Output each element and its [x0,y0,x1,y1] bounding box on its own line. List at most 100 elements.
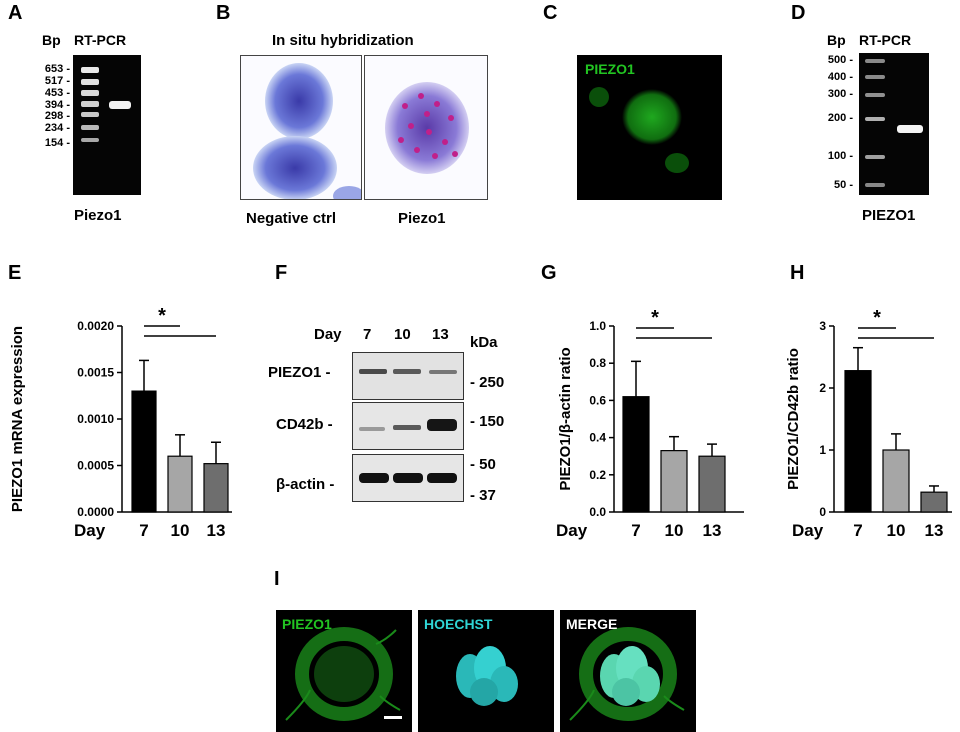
gel-d-ladder-label: 300 - [827,88,853,100]
y-tick-label: 0.0 [589,505,606,519]
gel-a-ladder-label: 453 - [44,87,70,99]
gel-a-ladder-label: 234 - [44,122,70,134]
bar [698,455,726,513]
gel-a-ladder-label: 394 - [44,99,70,111]
x-tick-label: 10 [171,521,190,540]
x-axis-label: Day [556,521,588,540]
y-tick-label: 3 [819,319,826,333]
gel-image-a [73,55,141,195]
confocal-merge-image [560,610,696,732]
bar-chart-h: 0 1 2 3 PIEZO1/CD42b ratio 7 10 13 Day * [785,307,952,540]
gel-bands-a [81,67,131,142]
y-tick-label: 1 [819,443,826,457]
blot-marker-37: - 37 [470,487,496,504]
confocal-image-c [577,55,722,200]
gel-a-ladder-label: 298 - [44,110,70,122]
x-axis-label: Day [792,521,824,540]
method-label-a: RT-PCR [74,32,127,48]
significance-star: * [873,307,881,329]
x-tick-label: 13 [703,521,722,540]
blot-day-13: 13 [432,326,449,343]
y-tick-label: 0.0020 [77,319,114,333]
y-tick-label: 0.4 [589,431,606,445]
x-tick-label: 13 [207,521,226,540]
panel-label-e: E [8,262,22,284]
x-tick-label: 10 [665,521,684,540]
y-tick-label: 0.0000 [77,505,114,519]
y-axis-label: PIEZO1/CD42b ratio [785,348,802,490]
y-tick-label: 0.0005 [77,459,114,473]
bar [844,370,872,513]
gel-d-ladder-label: 200 - [827,112,853,124]
x-tick-label: 13 [925,521,944,540]
bar [131,390,157,513]
y-tick-label: 0 [819,505,826,519]
blot-day-label: Day [314,326,342,343]
ish-negative-image [240,55,362,200]
ish-negative-caption: Negative ctrl [246,210,337,227]
gel-d-ladder-label: 400 - [827,71,853,83]
blot-strip-piezo1 [352,352,464,400]
blot-day-10: 10 [394,326,411,343]
ish-piezo1-image [364,55,488,200]
x-tick-label: 10 [887,521,906,540]
blot-marker-250: - 250 [470,374,505,391]
x-tick-label: 7 [853,521,862,540]
caption-a: Piezo1 [74,207,122,224]
bar [882,449,910,513]
panel-label-g: G [541,262,557,284]
bar [920,491,948,513]
y-tick-label: 1.0 [589,319,606,333]
blot-row-beta-actin: β-actin - [276,476,335,493]
ish-title: In situ hybridization [272,32,414,49]
y-tick-label: 0.6 [589,393,606,407]
ish-piezo1-caption: Piezo1 [398,210,446,227]
gel-a-ladder-label: 653 - [44,63,70,75]
bar [622,396,650,513]
gel-image-d [859,53,929,195]
blot-strip-beta-actin [352,454,464,502]
blot-kda-label: kDa [470,334,498,351]
x-axis-label: Day [74,521,106,540]
blot-row-cd42b: CD42b - [276,416,333,433]
y-axis-label: PIEZO1 mRNA expression [9,326,26,512]
blot-marker-150: - 150 [470,413,505,430]
bp-header-d: Bp [827,32,846,48]
significance-star: * [158,305,166,327]
significance-star: * [651,307,659,329]
stain-label-i-merge: MERGE [566,616,618,632]
panel-label-b: B [216,2,231,24]
x-tick-label: 7 [631,521,640,540]
x-tick-label: 7 [139,521,148,540]
bar [660,450,688,513]
bar-chart-e: 0.0000 0.0005 0.0010 0.0015 0.0020 PIEZO1 mRN… [9,305,232,540]
panel-label-d: D [791,2,806,24]
gel-a-ladder-label: 517 - [44,75,70,87]
stain-label-i-hoechst: HOECHST [424,616,493,632]
panel-label-i: I [274,568,280,590]
caption-d: PIEZO1 [862,207,916,224]
panel-label-h: H [790,262,805,284]
y-tick-label: 0.0015 [77,366,114,380]
blot-strip-cd42b [352,402,464,450]
gel-a-ladder-label: 154 - [44,137,70,149]
y-tick-label: 0.8 [589,356,606,370]
y-tick-label: 2 [819,381,826,395]
stain-label-c: PIEZO1 [585,61,635,77]
panel-label-f: F [275,262,288,284]
y-tick-label: 0.0010 [77,412,114,426]
bar-chart-g: 0.0 0.2 0.4 0.6 0.8 1.0 PIEZO1/β-actin ratio 7 1… [556,307,744,540]
panel-label-a: A [8,2,23,24]
gel-bands-d [865,59,923,187]
method-label-d: RT-PCR [859,32,912,48]
blot-day-7: 7 [363,326,372,343]
y-tick-label: 0.2 [589,468,606,482]
confocal-hoechst-image [418,610,554,732]
blot-row-piezo1: PIEZO1 - [268,364,331,381]
gel-d-ladder-label: 500 - [827,54,853,66]
bar [167,455,193,513]
blot-marker-50: - 50 [470,456,496,473]
y-axis-label: PIEZO1/β-actin ratio [557,347,574,490]
gel-d-ladder-label: 50 - [834,179,853,191]
gel-d-ladder-label: 100 - [827,150,853,162]
